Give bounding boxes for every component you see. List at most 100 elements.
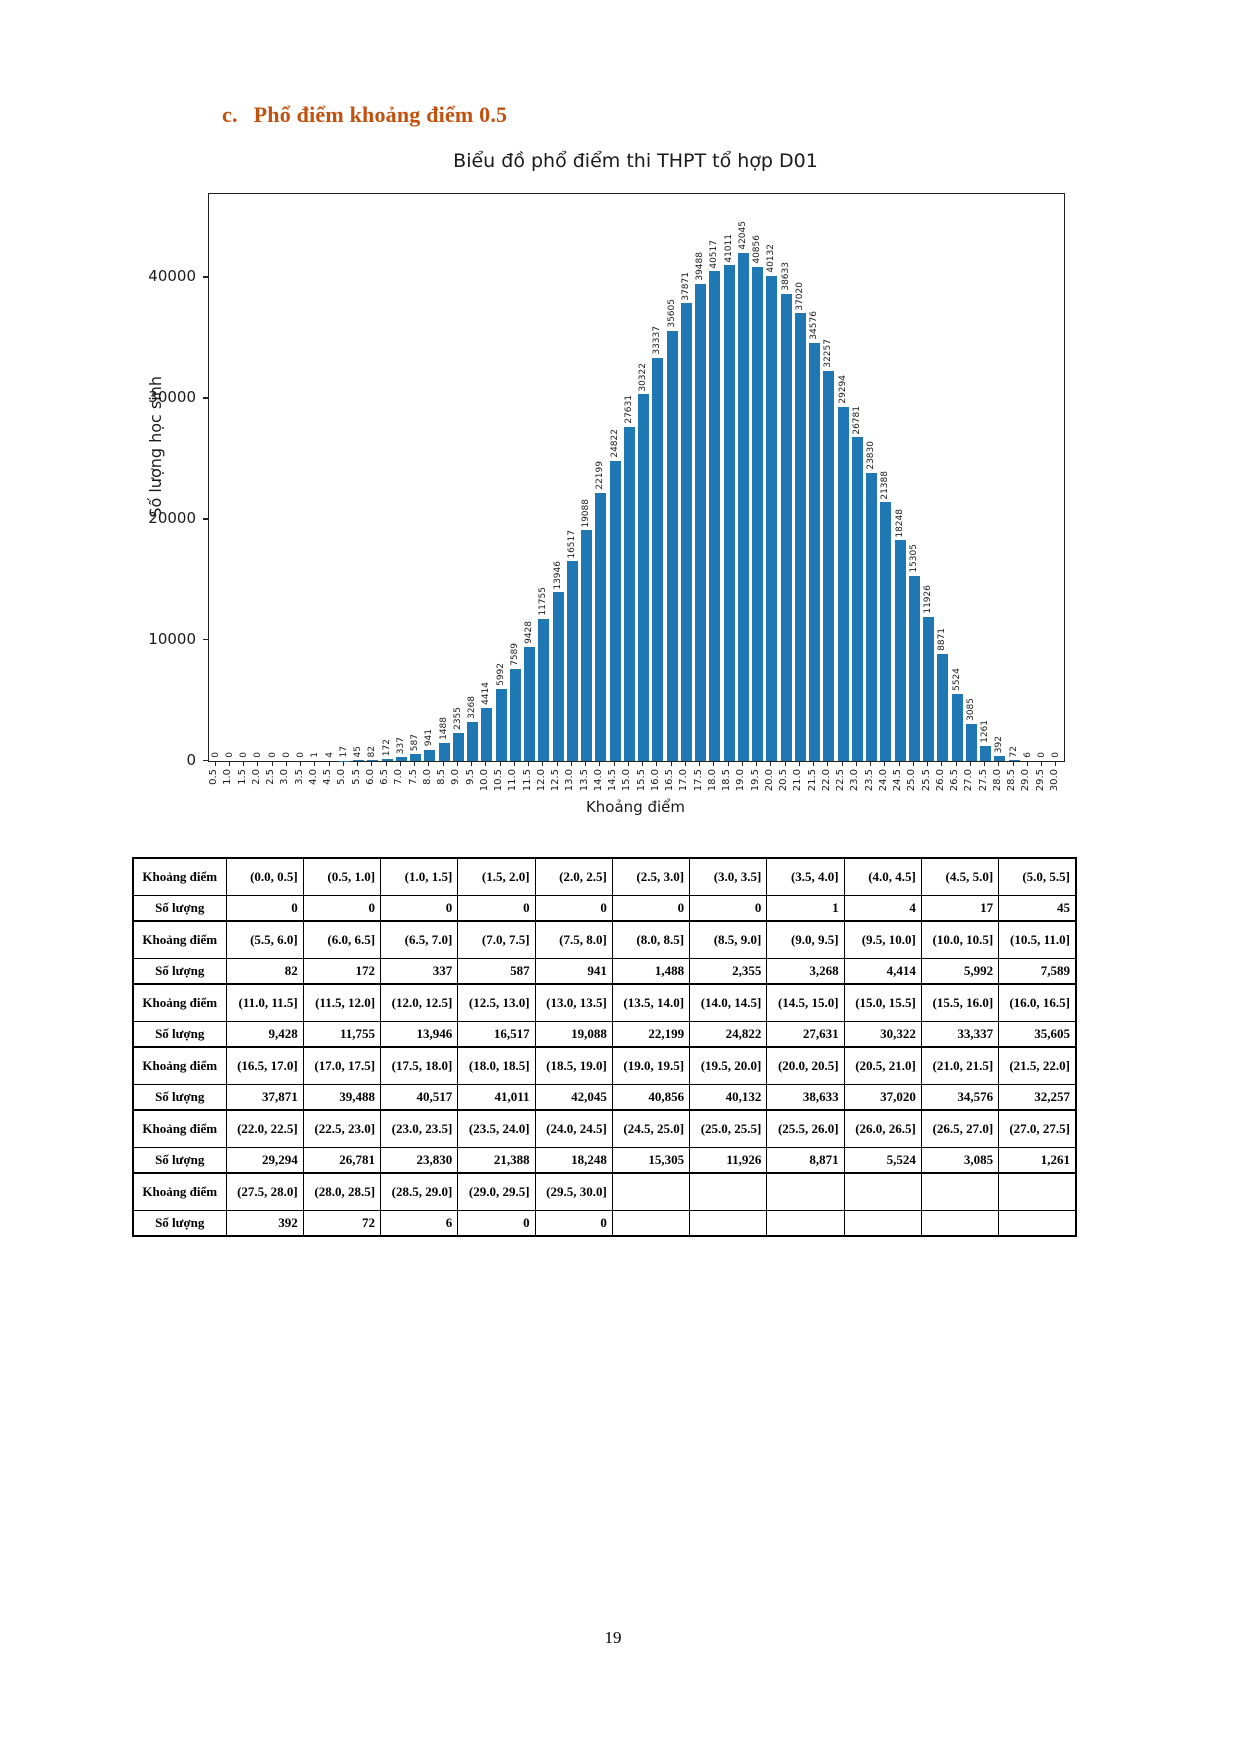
chart-title: Biểu đồ phổ điểm thi THPT tổ hợp D01: [453, 150, 818, 172]
count-cell: 40,856: [611, 1084, 691, 1111]
range-cell: (28.0, 28.5]: [302, 1172, 382, 1211]
bar-slot: 72: [1007, 194, 1021, 761]
count-cell: 2,355: [689, 958, 768, 985]
range-cell: (5.0, 5.5]: [998, 857, 1077, 896]
x-tick-mark: [456, 761, 458, 766]
bar-value-label: 82: [367, 745, 378, 758]
range-cell: (17.5, 18.0]: [380, 1046, 459, 1085]
bar-value-label: 6: [1022, 752, 1033, 758]
range-cell: (2.5, 3.0]: [611, 857, 691, 896]
bar-value-label: 9428: [524, 621, 535, 645]
bar-slot: 23830: [865, 194, 879, 761]
bar-value-label: 45: [353, 746, 364, 758]
x-tick-label: 13.5: [578, 769, 590, 792]
count-cell: [998, 1210, 1077, 1237]
count-cell: 3,268: [766, 958, 845, 985]
table-row-ranges: Khoảng điểm (22.0, 22.5] (22.5, 23.0] (23.0…: [132, 1109, 1077, 1148]
bar: [794, 313, 806, 761]
bar-value-label: 15305: [908, 544, 919, 573]
x-tick-mark: [371, 761, 373, 766]
row-header-count: Số lượng: [132, 1210, 227, 1237]
x-tick-mark: [513, 761, 515, 766]
range-cell: (28.5, 29.0]: [380, 1172, 459, 1211]
frequency-table: Khoảng điểm (0.0, 0.5] (0.5, 1.0] (1.0, 1.5…: [132, 857, 1077, 1237]
x-tick-mark: [442, 761, 444, 766]
bar-value-label: 8871: [937, 627, 948, 651]
count-cell: 17: [920, 895, 1000, 922]
count-cell: 0: [689, 895, 768, 922]
range-cell: (1.5, 2.0]: [457, 857, 536, 896]
x-tick-mark: [784, 761, 786, 766]
bar: [538, 618, 550, 761]
range-cell: (3.0, 3.5]: [689, 857, 768, 896]
bar-value-label: 5524: [951, 668, 962, 692]
x-tick-label: 7.0: [393, 769, 405, 785]
bar-value-label: 587: [410, 733, 421, 751]
range-cell: (19.5, 20.0]: [689, 1046, 768, 1085]
x-tick-label: 25.0: [906, 769, 918, 792]
bar-value-label: 0: [253, 752, 264, 758]
count-cell: 3,085: [920, 1147, 1000, 1174]
range-cell: (7.0, 7.5]: [457, 920, 536, 959]
x-tick-mark: [756, 761, 758, 766]
bar-value-label: 72: [1008, 745, 1019, 758]
bar-value-label: 1: [310, 752, 321, 758]
count-cell: 35,605: [998, 1021, 1077, 1048]
range-cell: (6.5, 7.0]: [380, 920, 459, 959]
range-cell: (13.5, 14.0]: [611, 983, 691, 1022]
y-tick-label: 20000: [148, 509, 196, 528]
x-tick-label: 15.0: [621, 769, 633, 792]
range-cell: (1.0, 1.5]: [380, 857, 459, 896]
bar-slot: 26781: [850, 194, 864, 761]
count-cell: 392: [225, 1210, 304, 1237]
x-tick-label: 14.5: [607, 769, 619, 792]
count-cell: 15,305: [611, 1147, 691, 1174]
x-axis-label: Khoảng điểm: [585, 798, 686, 816]
x-tick-mark: [798, 761, 800, 766]
range-cell: (24.0, 24.5]: [534, 1109, 613, 1148]
range-cell: (11.5, 12.0]: [302, 983, 382, 1022]
x-tick-mark: [670, 761, 672, 766]
x-tick-mark: [656, 761, 658, 766]
range-cell: (6.0, 6.5]: [302, 920, 382, 959]
bar: [908, 575, 920, 761]
count-cell: 7,589: [998, 958, 1077, 985]
x-tick-label: 5.5: [350, 769, 362, 785]
count-cell: 41,011: [457, 1084, 536, 1111]
count-cell: 5,992: [920, 958, 1000, 985]
x-tick-label: 25.5: [920, 769, 932, 792]
range-cell: (3.5, 4.0]: [766, 857, 845, 896]
x-tick-mark: [214, 761, 216, 766]
bar-slot: 392: [993, 194, 1007, 761]
bar: [481, 707, 493, 761]
bar-slot: 7589: [508, 194, 522, 761]
range-cell: [611, 1172, 691, 1211]
count-cell: 21,388: [457, 1147, 536, 1174]
heading-index: c.: [222, 102, 238, 127]
x-tick-label: 2.0: [250, 769, 262, 785]
range-cell: (7.5, 8.0]: [534, 920, 613, 959]
y-tick-label: 30000: [148, 388, 196, 407]
bar-value-label: 2355: [452, 706, 463, 730]
bar-slot: 21388: [879, 194, 893, 761]
count-cell: 0: [534, 895, 613, 922]
bar-slot: 2355: [451, 194, 465, 761]
range-cell: [843, 1172, 922, 1211]
bar: [524, 647, 536, 761]
bar-slot: 11926: [922, 194, 936, 761]
bar: [381, 758, 393, 761]
bar-value-label: 26781: [851, 405, 862, 435]
bar-slot: 0: [1036, 194, 1050, 761]
count-cell: 0: [534, 1210, 613, 1237]
range-cell: (12.0, 12.5]: [380, 983, 459, 1022]
y-tick-mark: [203, 276, 208, 278]
bar-slot: 24822: [608, 194, 622, 761]
bar: [752, 267, 764, 761]
bar-value-label: 35605: [666, 298, 677, 328]
count-cell: 32,257: [998, 1084, 1077, 1111]
x-tick-label: 19.0: [735, 769, 747, 792]
x-tick-label: 8.0: [421, 769, 433, 785]
x-tick-mark: [414, 761, 416, 766]
x-tick-label: 0.5: [208, 769, 220, 785]
count-cell: 587: [457, 958, 536, 985]
